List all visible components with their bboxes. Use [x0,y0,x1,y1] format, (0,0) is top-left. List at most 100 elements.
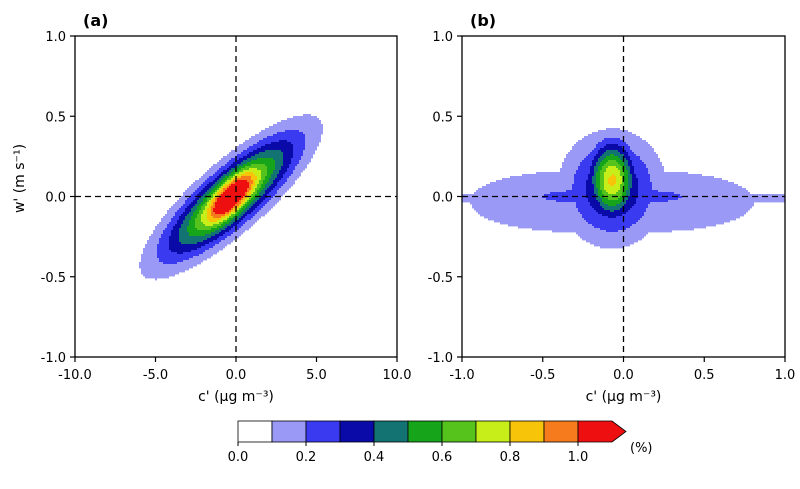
panel-a-contour-cell [279,140,287,143]
panel-a-contour-cell [197,206,201,209]
panel-a-contour-cell [253,186,257,189]
panel-a-contour-cell [265,198,271,201]
panel-a-contour-cell [231,180,233,183]
panel-a-contour-cell [233,176,237,179]
panel-a-contour-cell [247,206,251,209]
panel-a-contour-cell [205,234,215,237]
panel-a-contour-cell [215,202,237,205]
panel-b-contour-cell [578,168,590,171]
panel-b-contour-cell [638,220,730,223]
panel-a-contour-cell [305,140,321,143]
panel-a-contour-cell [265,192,269,195]
panel-a-contour-cell [235,174,241,177]
panel-a-contour-cell [243,218,251,221]
panel-a-contour-cell [215,204,235,207]
panel-b-contour-cell [592,150,598,153]
panel-b-contour-cell [618,144,628,147]
panel-a-x-axis-label: c' (μg m⁻³) [198,389,274,405]
panel-b-contour-cell [628,144,650,147]
panel-a-contour-cell [267,170,273,173]
panel-a-contour-cell [289,176,299,179]
panel-a-contour-cell [239,222,245,225]
panel-b-contour-cell [594,192,598,195]
panel-b-contour-cell [576,170,590,173]
panel-b-contour-cell [586,194,596,197]
panel-a-contour-cell [233,208,237,211]
panel-b-contour-cell [636,200,668,203]
panel-a-contour-cell [267,196,273,199]
panel-a-contour-cell [227,218,229,221]
panel-a-contour-cell [267,194,275,197]
panel-a-contour-cell [145,276,169,279]
panel-a-contour-cell [227,180,231,183]
panel-b-contour-cell [486,184,572,187]
panel-a-contour-cell [197,214,201,217]
panel-a-contour-cell [207,202,211,205]
panel-a-contour-cell [281,120,321,123]
panel-b-contour-cell [618,190,624,193]
panel-b-contour-cell [646,166,664,169]
panel-a-contour-cell [263,180,269,183]
panel-b-contour-cell [658,190,748,193]
panel-a-contour-cell [275,162,283,165]
panel-a-contour-cell [213,208,231,211]
panel-b-contour-cell [600,170,606,173]
panel-b-contour-cell [596,184,600,187]
panel-a-contour-cell [179,216,185,219]
panel-b-contour-cell [552,230,606,233]
panel-a-contour-cell [245,166,267,169]
panel-b-contour-cell [582,138,604,141]
panel-b-contour-cell [650,180,728,183]
panel-b-contour-cell [630,170,634,173]
panel-b-contour-cell [624,154,628,157]
panel-a-contour-cell [261,174,267,177]
panel-a-contour-cell [233,206,237,209]
panel-b-contour-cell [596,144,606,147]
panel-a-contour-cell [203,188,209,191]
panel-a-contour-cell [235,156,243,159]
panel-a-contour-cell [169,246,201,249]
a-y-tick-label: 0.5 [45,110,66,125]
panel-a-contour-cell [223,156,235,159]
panel-a-contour-cell [211,194,213,197]
panel-a-contour-cell [189,232,211,235]
panel-a-contour-cell [251,186,253,189]
panel-a-contour-cell [235,182,249,185]
panel-a-contour-cell [237,160,243,163]
panel-a-contour-cell [181,242,197,245]
panel-a-contour-cell [277,132,303,135]
panel-a-contour-cell [257,178,261,181]
panel-a-contour-cell [197,248,209,251]
panel-a-contour-cell [255,154,283,157]
panel-b-contour-cell [586,156,594,159]
panel-a-label: (a) [83,11,108,30]
panel-b-contour-cell [592,224,632,227]
panel-a-contour-cell [195,220,201,223]
panel-a-contour-cell [211,228,219,231]
panel-a-contour-cell [183,252,203,255]
panel-b-contour-cell [642,160,660,163]
panel-a-contour-cell [255,208,261,211]
panel-b-contour-cell [630,158,640,161]
panel-b-contour-cell [598,160,602,163]
panel-a-contour-cell [249,146,261,149]
panel-a-contour-cell [209,192,213,195]
panel-a-contour-cell [195,218,201,221]
panel-a-contour-cell [183,212,189,215]
panel-a-contour-cell [191,210,195,213]
panel-b-contour-cell [622,160,628,163]
panel-b-contour-cell [610,176,616,179]
panel-b-contour-cell [608,182,616,185]
panel-a-contour-cell [303,114,311,117]
panel-a-contour-cell [279,188,289,191]
panel-a-contour-cell [205,206,209,209]
panel-b-contour-cell [634,204,648,207]
panel-b-contour-cell [624,184,628,187]
panel-a-contour-cell [305,144,319,147]
panel-b-contour-cell [638,188,652,191]
panel-a-contour-cell [223,220,227,223]
panel-b-contour-cell [678,198,785,201]
panel-b-contour-cell [588,178,592,181]
panel-b-contour-cell [624,178,628,181]
panel-a-contour-cell [169,238,179,241]
